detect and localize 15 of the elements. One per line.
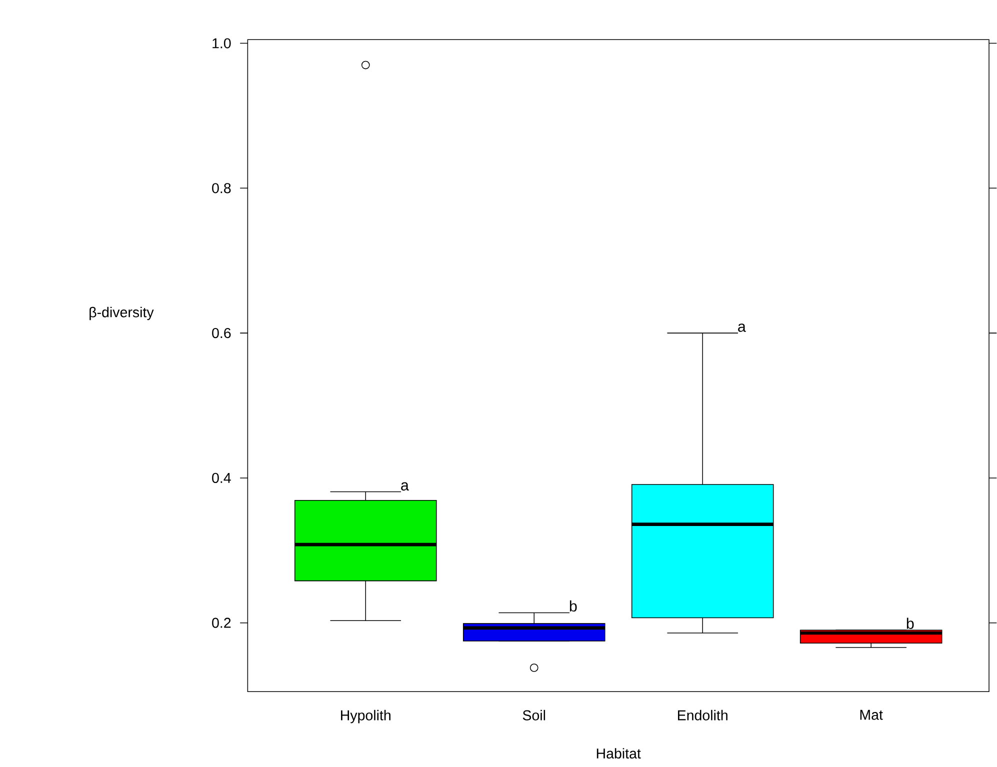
- annotation: b: [570, 600, 577, 612]
- x-tick-label: Endolith: [678, 710, 728, 720]
- y-tick-label: 0.2: [212, 618, 231, 628]
- x-tick-label: Hypolith: [341, 710, 390, 724]
- y-tick-label: 0.8: [212, 183, 231, 194]
- x-axis-title: Habitat: [596, 748, 641, 759]
- annotation: b: [906, 618, 914, 629]
- x-tick-label: Soil: [522, 710, 546, 720]
- x-tick-label: Mat: [860, 710, 883, 720]
- annotation: a: [738, 324, 746, 332]
- y-tick-label: 0.4: [212, 472, 231, 483]
- annotation: a: [401, 482, 409, 491]
- y-tick-label: 0.6: [212, 328, 231, 338]
- y-axis-title: β-diversity: [90, 306, 154, 320]
- y-tick-label: 1.0: [212, 38, 231, 48]
